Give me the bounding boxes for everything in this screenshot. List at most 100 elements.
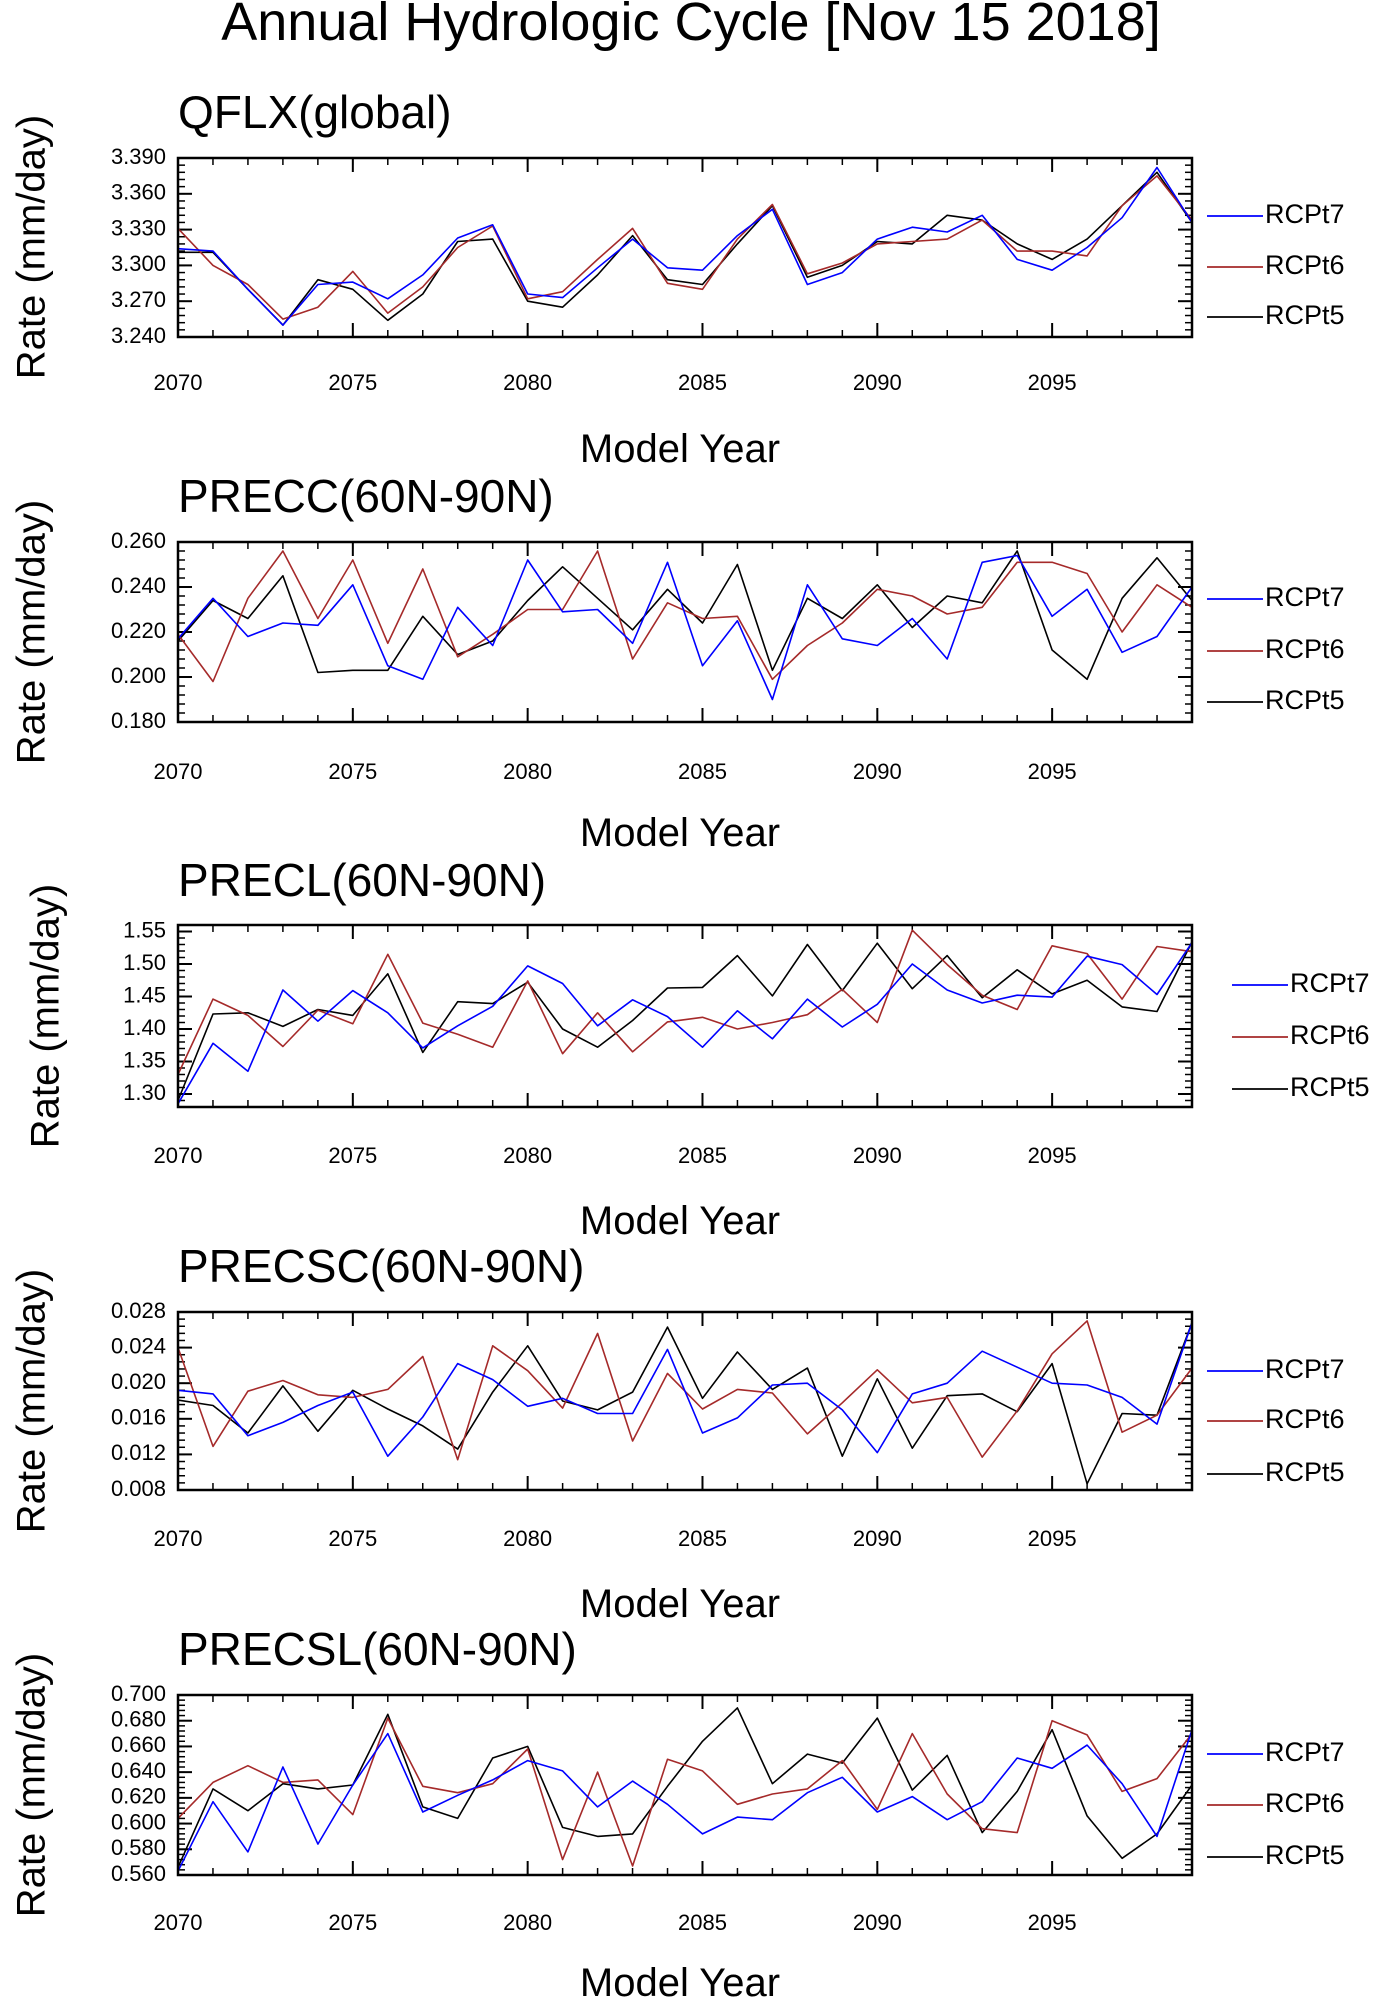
x-tick-label: 2080 [503,370,552,395]
y-tick-label: 0.024 [111,1333,166,1358]
panel-title: PRECSL(60N-90N) [178,1623,577,1675]
x-tick-label: 2095 [1028,759,1077,784]
plot-frame [176,540,1194,724]
legend-label-rcpt7: RCPt7 [1265,582,1345,612]
y-axis-label: Rate (mm/day) [24,884,68,1149]
series-line-rcpt6 [177,550,1193,683]
x-tick-label: 2075 [328,1526,377,1551]
legend-label-rcpt6: RCPt6 [1265,1404,1345,1434]
x-tick-label: 2070 [154,1526,203,1551]
y-tick-label: 0.560 [111,1861,166,1886]
panels-container: QFLX(global) Rate (mm/day) Model Year 2070 2… [10,86,1370,2000]
x-tick-label: 2080 [503,759,552,784]
y-tick-label: 0.028 [111,1298,166,1323]
x-tick-label: 2080 [503,1910,552,1935]
series-line-rcpt7 [177,166,1193,326]
series-line-rcpt5 [178,171,1193,326]
panel-title: PRECSC(60N-90N) [178,1240,584,1292]
chart-panel-3: PRECL(60N-90N) Rate (mm/day) Model Year 207… [24,854,1370,1243]
series-line-rcpt6 [177,929,1193,1075]
legend-label-rcpt5: RCPt5 [1265,300,1345,330]
legend-label-rcpt6: RCPt6 [1265,1788,1345,1818]
x-axis-label: Model Year [580,1199,780,1243]
legend-label-rcpt5: RCPt5 [1265,1457,1345,1487]
x-axis-label: Model Year [580,1582,780,1626]
y-tick-label: 3.330 [111,215,166,240]
series-line-rcpt7 [177,554,1193,701]
x-tick-label: 2080 [503,1143,552,1168]
y-axis-label: Rate (mm/day) [10,1653,54,1918]
legend-label-rcpt6: RCPt6 [1290,1020,1370,1050]
y-tick-label: 0.620 [111,1784,166,1809]
legend-label-rcpt5: RCPt5 [1265,685,1345,715]
y-tick-label: 3.360 [111,180,166,205]
plot-frame [176,923,1194,1109]
y-tick-label: 0.700 [111,1681,166,1706]
y-tick-label: 0.640 [111,1758,166,1783]
series-line-rcpt7 [177,1729,1193,1872]
x-tick-label: 2075 [328,370,377,395]
x-tick-label: 2070 [154,1143,203,1168]
panel-title: QFLX(global) [178,86,452,138]
y-tick-label: 0.008 [111,1476,166,1501]
series-line-rcpt5 [177,1322,1193,1485]
series-line-rcpt5 [177,941,1193,1101]
y-tick-label: 0.660 [111,1732,166,1757]
x-tick-label: 2070 [154,370,203,395]
x-tick-label: 2075 [328,759,377,784]
x-tick-label: 2070 [154,759,203,784]
y-tick-label: 0.012 [111,1440,166,1465]
y-tick-label: 3.240 [111,323,166,348]
series-line-rcpt6 [177,1717,1193,1867]
y-tick-label: 0.680 [111,1707,166,1732]
panel-title: PRECC(60N-90N) [178,470,554,522]
x-axis-label: Model Year [580,427,780,471]
series-line-rcpt5 [177,1707,1193,1868]
y-tick-label: 0.260 [111,528,166,553]
legend-label-rcpt7: RCPt7 [1290,968,1370,998]
x-tick-label: 2080 [503,1526,552,1551]
x-tick-label: 2070 [154,1910,203,1935]
x-tick-label: 2075 [328,1910,377,1935]
chart-panel-1: QFLX(global) Rate (mm/day) Model Year 2070 2… [10,86,1345,471]
y-tick-label: 0.220 [111,618,166,643]
y-tick-label: 0.600 [111,1809,166,1834]
y-tick-label: 1.40 [123,1015,166,1040]
y-tick-label: 0.016 [111,1405,166,1430]
chart-panel-5: PRECSL(60N-90N) Rate (mm/day) Model Year 20… [10,1623,1345,2000]
x-tick-label: 2090 [853,370,902,395]
series-line-rcpt7 [177,942,1193,1105]
series-line-rcpt7 [177,1322,1193,1457]
panel-title: PRECL(60N-90N) [178,854,546,906]
y-tick-label: 3.390 [111,144,166,169]
figure-title: Annual Hydrologic Cycle [Nov 15 2018] [221,0,1161,52]
series-line-rcpt5 [177,550,1193,681]
x-tick-label: 2085 [678,1910,727,1935]
y-tick-label: 0.020 [111,1369,166,1394]
y-axis-label: Rate (mm/day) [10,500,54,765]
y-tick-label: 0.200 [111,663,166,688]
legend-label-rcpt5: RCPt5 [1265,1840,1345,1870]
x-tick-label: 2090 [853,1526,902,1551]
y-tick-label: 1.30 [123,1080,166,1105]
y-tick-label: 0.180 [111,708,166,733]
x-axis-label: Model Year [580,1961,780,2000]
x-tick-label: 2090 [853,759,902,784]
y-tick-label: 1.55 [123,917,166,942]
y-tick-label: 0.240 [111,573,166,598]
legend-label-rcpt7: RCPt7 [1265,199,1345,229]
x-axis-label: Model Year [580,811,780,855]
x-tick-label: 2090 [853,1910,902,1935]
chart-panel-2: PRECC(60N-90N) Rate (mm/day) Model Year 207… [10,470,1345,855]
x-tick-label: 2075 [328,1143,377,1168]
y-axis-label: Rate (mm/day) [10,115,54,380]
chart-panel-4: PRECSC(60N-90N) Rate (mm/day) Model Year 20… [10,1240,1345,1626]
x-tick-label: 2085 [678,1526,727,1551]
y-tick-label: 0.580 [111,1835,166,1860]
y-axis-label: Rate (mm/day) [10,1269,54,1534]
legend-label-rcpt5: RCPt5 [1290,1072,1370,1102]
x-tick-label: 2095 [1028,370,1077,395]
y-tick-label: 1.50 [123,950,166,975]
x-tick-label: 2085 [678,759,727,784]
